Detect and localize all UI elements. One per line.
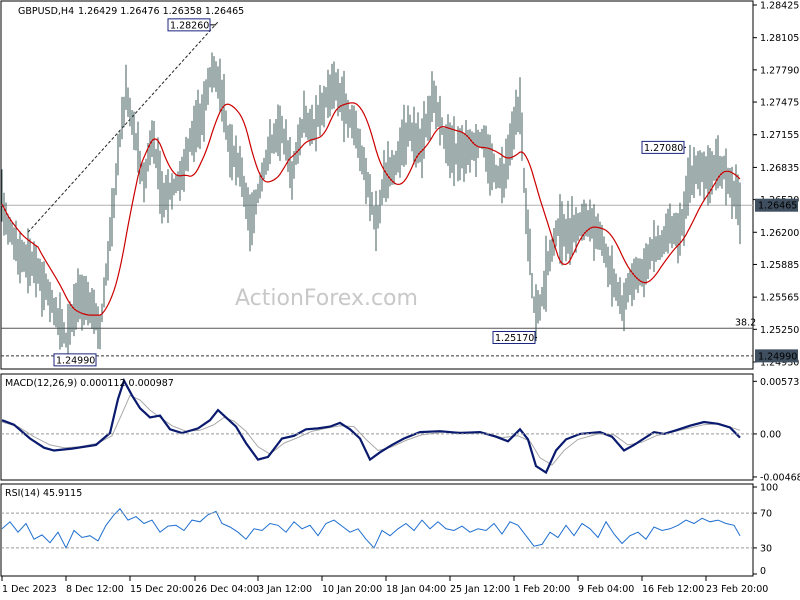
macd-tick-label: -0.004685 xyxy=(760,472,800,483)
rsi-panel xyxy=(0,483,754,577)
chart-symbol: GBPUSD,H4 xyxy=(18,6,74,17)
price-annotations: 1.28260 1.24990 1.25170 1.27080 xyxy=(53,18,686,367)
price-tick-label: 1.25250 xyxy=(760,325,799,336)
price-tick-label: 1.24930 xyxy=(760,358,799,369)
time-tick-label: 16 Feb 12:00 xyxy=(642,584,704,595)
price-tick-label: 1.27790 xyxy=(760,65,799,76)
rsi-title: RSI(14) 45.9115 xyxy=(5,488,82,499)
watermark: ActionForex.com xyxy=(235,286,418,311)
main-panel xyxy=(0,0,754,370)
annotation-box xyxy=(53,353,97,367)
rsi-tick-label: 100 xyxy=(760,483,778,494)
time-tick-label: 10 Jan 20:00 xyxy=(322,584,382,595)
moving-average-line xyxy=(1,102,741,316)
macd-axis: 0.00573 0.00 -0.004685 xyxy=(753,377,800,483)
time-tick-label: 3 Jan 12:00 xyxy=(258,584,312,595)
macd-title: MACD(12,26,9) 0.000112 0.000987 xyxy=(5,378,174,389)
current-price-box xyxy=(755,198,798,212)
chart-ohlc: 1.26429 1.26476 1.26358 1.26465 xyxy=(78,6,244,17)
price-tick-label: 1.26200 xyxy=(760,228,799,239)
macd-indicator xyxy=(1,377,753,475)
annotation-box xyxy=(167,18,211,32)
time-tick-label: 26 Dec 04:00 xyxy=(195,584,259,595)
price-tick-label: 1.27475 xyxy=(760,98,799,109)
price-tick-label: 1.25885 xyxy=(760,260,799,271)
price-tick-label: 1.26835 xyxy=(760,163,799,174)
annotation-box xyxy=(641,140,685,154)
price-axis: 1.28425 1.28105 1.27790 1.27475 1.27155 1.268… xyxy=(753,1,799,369)
trendline xyxy=(27,21,219,233)
annotation-label: 1.25170 xyxy=(495,333,534,344)
candlesticks xyxy=(1,52,741,359)
macd-line xyxy=(1,377,741,475)
time-tick-label: 23 Feb 20:00 xyxy=(706,584,768,595)
rsi-indicator xyxy=(1,508,753,550)
time-tick-label: 25 Jan 12:00 xyxy=(450,584,510,595)
rsi-tick-label: 0 xyxy=(760,566,766,577)
macd-tick-label: 0.00 xyxy=(760,429,781,440)
price-tick-label: 1.28105 xyxy=(760,33,799,44)
rsi-tick-label: 70 xyxy=(760,509,772,520)
rsi-tick-label: 30 xyxy=(760,543,772,554)
price-tick-label: 1.25565 xyxy=(760,293,799,304)
rsi-line xyxy=(1,508,741,550)
time-tick-label: 9 Feb 04:00 xyxy=(578,584,634,595)
rsi-axis: 100 70 30 0 xyxy=(753,483,778,577)
annotation-label: 1.24990 xyxy=(56,355,95,366)
low-price-label: 1.24990 xyxy=(758,351,797,362)
macd-panel xyxy=(0,373,754,481)
price-tick-label: 1.28425 xyxy=(760,1,799,12)
time-tick-label: 8 Dec 12:00 xyxy=(66,584,124,595)
annotation-label: 1.27080 xyxy=(644,143,683,154)
time-tick-label: 1 Feb 20:00 xyxy=(514,584,570,595)
price-tick-label: 1.27155 xyxy=(760,130,799,141)
reference-lines: 38.2 xyxy=(1,21,756,357)
macd-tick-label: 0.00573 xyxy=(760,377,799,388)
current-price-label: 1.26465 xyxy=(758,201,797,212)
time-tick-label: 1 Dec 2023 xyxy=(2,584,57,595)
annotation-label: 1.28260 xyxy=(170,20,209,31)
low-price-box xyxy=(755,349,798,363)
time-tick-label: 15 Dec 20:00 xyxy=(130,584,194,595)
time-axis: 1 Dec 2023 8 Dec 12:00 15 Dec 20:00 26 Dec … xyxy=(1,576,768,595)
time-tick-label: 18 Jan 04:00 xyxy=(386,584,446,595)
annotation-box xyxy=(492,330,536,344)
fib-38-label: 38.2 xyxy=(735,317,756,328)
